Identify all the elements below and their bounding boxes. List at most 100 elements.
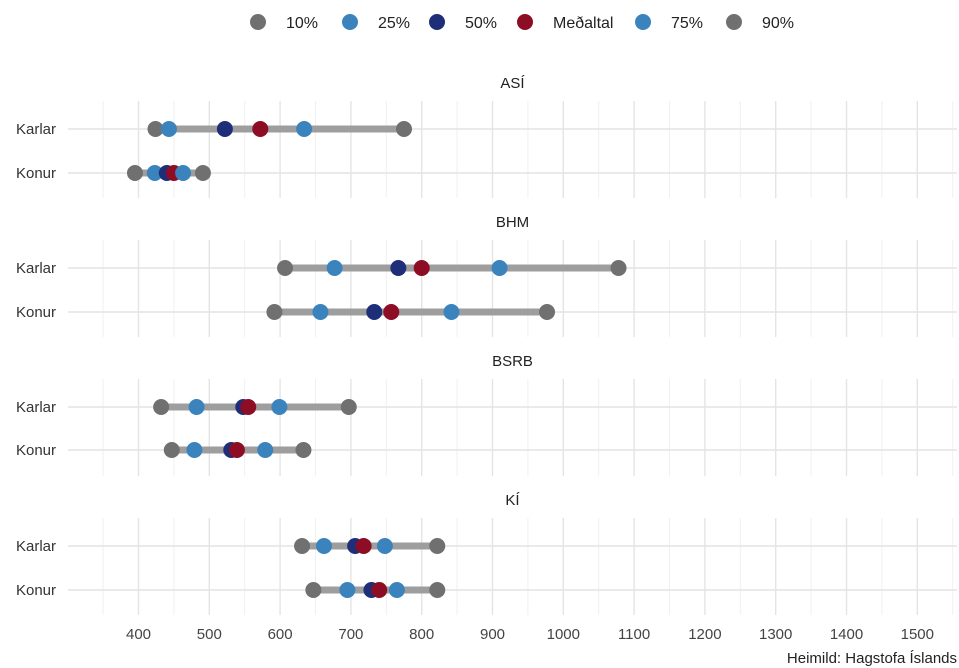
point-p10 [147,121,164,137]
x-tick-label: 500 [197,626,222,643]
facet-title: BSRB [492,353,533,370]
x-tick-label: 400 [126,626,151,643]
legend: 10% 25% 50% Meðaltal 75% 90% [250,14,794,32]
point-p10 [305,582,322,598]
point-p50 [216,121,233,137]
legend-label-p50: 50% [465,15,497,32]
point-p90 [429,582,446,598]
legend-item-p25: 25% [342,14,410,32]
x-axis: 400 500 600 700 800 900 1000 1100 1200 1300 1400 15… [126,626,934,643]
point-mean [240,399,257,415]
legend-marker-p25 [342,14,358,30]
x-tick-label: 1500 [901,626,934,643]
facet-panels: ASÍ Karlar Konur BHM Karlar Konur BSRB Karlar Ko… [16,75,957,615]
point-mean [252,121,269,137]
legend-item-mean: Meðaltal [517,14,613,32]
point-p90 [429,538,446,554]
x-tick-label: 1000 [547,626,580,643]
point-p90 [396,121,412,137]
caption: Heimild: Hagstofa Íslands [787,650,957,667]
x-tick-label: 700 [338,626,363,643]
x-tick-label: 1300 [759,626,792,643]
x-tick-label: 800 [409,626,434,643]
grid [68,518,957,615]
point-p10 [277,260,294,276]
grid [68,379,957,476]
point-p25 [160,121,177,137]
legend-label-p75: 75% [671,15,703,32]
facet-title: KÍ [505,492,520,509]
row-label: Konur [16,165,56,182]
legend-marker-p10 [250,14,266,30]
data-row: Karlar [16,399,357,416]
point-p25 [339,582,356,598]
point-mean [228,442,245,458]
point-p90 [610,260,627,276]
point-p25 [315,538,332,554]
point-p90 [539,304,556,320]
point-p10 [266,304,283,320]
data-row: Konur [16,442,312,459]
point-p25 [188,399,205,415]
data-row: Karlar [16,538,446,555]
x-tick-label: 900 [480,626,505,643]
point-p75 [443,304,460,320]
point-p75 [491,260,508,276]
data-row: Karlar [16,121,412,138]
legend-item-p50: 50% [429,14,497,32]
row-label: Konur [16,582,56,599]
point-p75 [388,582,405,598]
grid [68,101,957,198]
point-p75 [257,442,274,458]
legend-marker-p50 [429,14,445,30]
point-p90 [340,399,357,415]
point-p90 [194,165,211,181]
point-p75 [296,121,313,137]
facet-panel: KÍ Karlar Konur [16,492,957,615]
legend-label-p25: 25% [378,15,410,32]
facet-panel: ASÍ Karlar Konur [16,75,957,198]
facet-title: BHM [496,214,529,231]
point-p75 [175,165,192,181]
point-p50 [366,304,383,320]
legend-label-p90: 90% [762,15,794,32]
point-p10 [153,399,170,415]
data-row: Konur [16,165,211,182]
point-p10 [126,165,143,181]
legend-item-p75: 75% [635,14,703,32]
point-mean [413,260,430,276]
point-p90 [295,442,312,458]
point-p50 [390,260,407,276]
row-label: Konur [16,304,56,321]
point-mean [355,538,372,554]
point-p75 [376,538,393,554]
point-p25 [186,442,203,458]
facet-title: ASÍ [500,75,525,92]
point-p10 [294,538,311,554]
facet-panel: BSRB Karlar Konur [16,353,957,476]
point-p75 [271,399,288,415]
point-p25 [326,260,343,276]
row-label: Karlar [16,121,56,138]
legend-marker-mean [517,14,533,30]
point-mean [371,582,388,598]
x-tick-label: 1200 [688,626,721,643]
legend-marker-p75 [635,14,651,30]
row-label: Karlar [16,399,56,416]
row-label: Konur [16,442,56,459]
data-row: Konur [16,582,446,599]
point-p10 [163,442,180,458]
legend-label-mean: Meðaltal [553,15,613,32]
grid [68,240,957,337]
legend-item-p90: 90% [726,14,794,32]
legend-label-p10: 10% [286,15,318,32]
point-p25 [146,165,163,181]
x-tick-label: 1400 [830,626,863,643]
point-mean [383,304,400,320]
legend-marker-p90 [726,14,742,30]
point-p25 [312,304,329,320]
data-row: Karlar [16,260,627,277]
row-label: Karlar [16,538,56,555]
row-label: Karlar [16,260,56,277]
